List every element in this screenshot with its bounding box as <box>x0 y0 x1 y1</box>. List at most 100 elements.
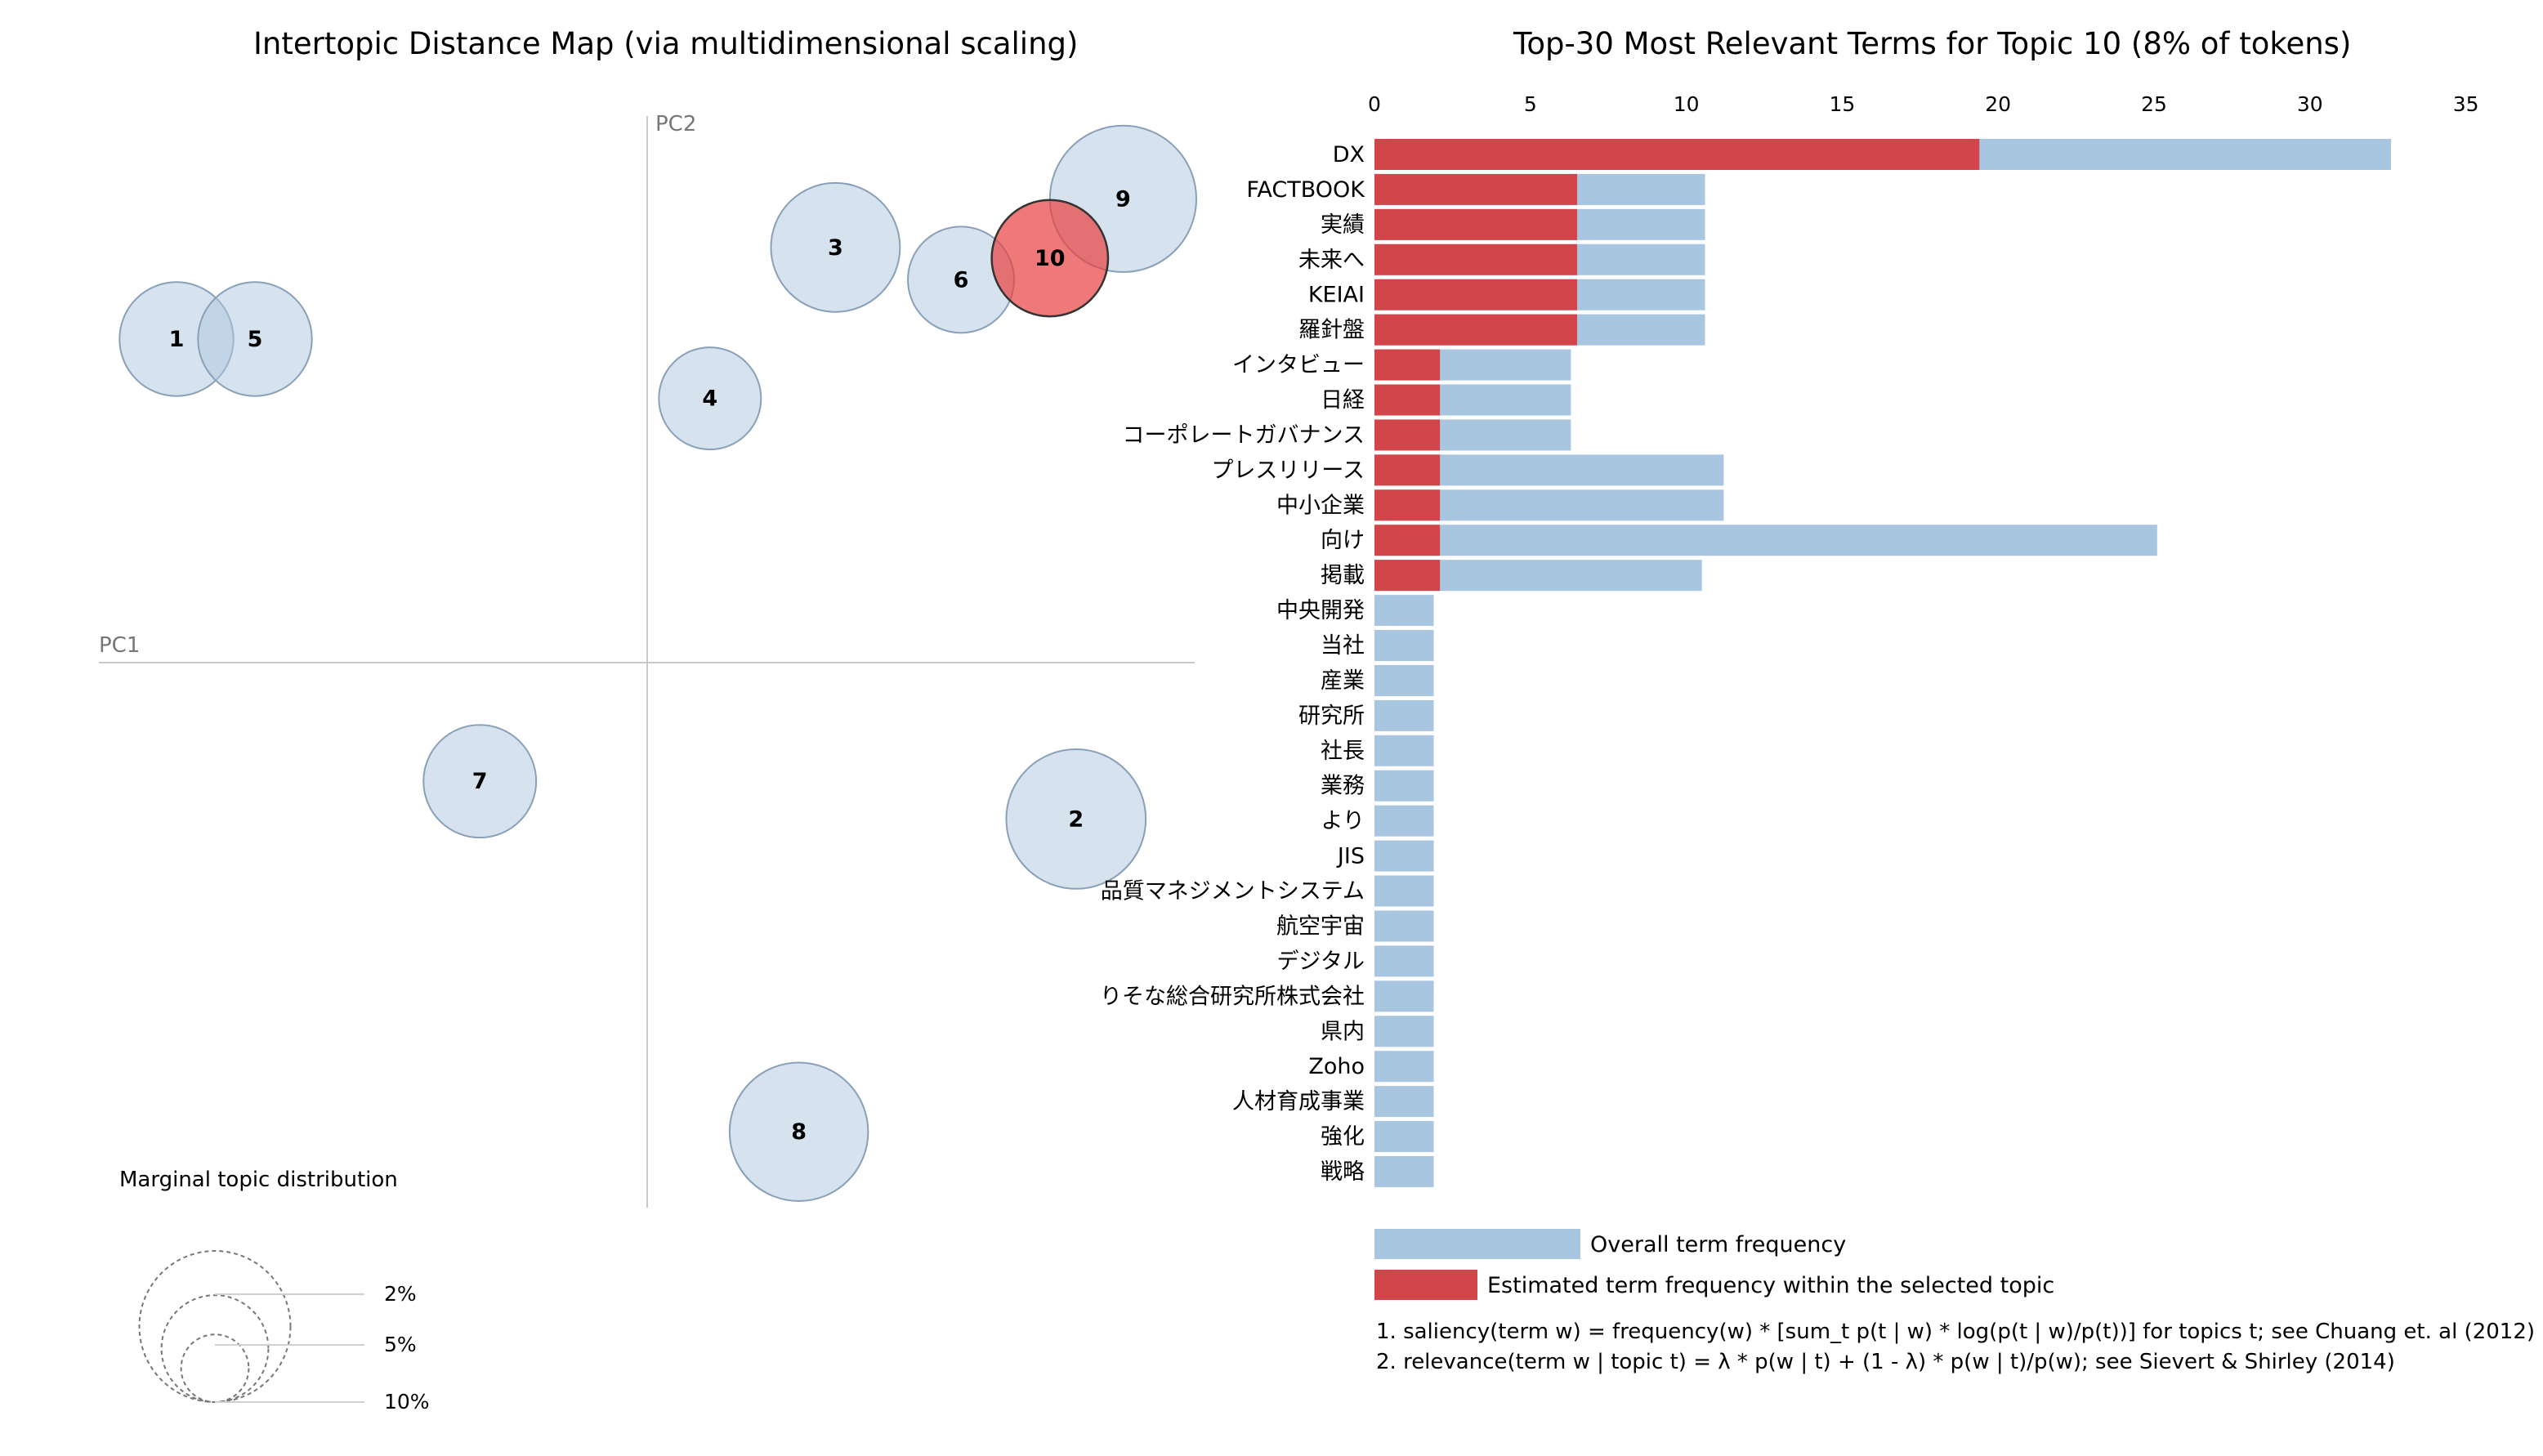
term-label-21[interactable]: 品質マネジメントシステム <box>1101 879 1365 904</box>
term-label-4[interactable]: KEIAI <box>1308 283 1365 308</box>
bar-title: Top-30 Most Relevant Terms for Topic 10 … <box>1513 26 2351 61</box>
term-label-23[interactable]: デジタル <box>1277 949 1365 974</box>
term-label-8[interactable]: コーポレートガバナンス <box>1123 422 1365 448</box>
term-label-29[interactable]: 戦略 <box>1321 1159 1365 1185</box>
topic-label-8: 8 <box>791 1119 807 1145</box>
bar-panel: Top-30 Most Relevant Terms for Topic 10 … <box>1100 26 2535 1374</box>
bar-overall-19[interactable] <box>1374 805 1434 837</box>
x-tick-30: 30 <box>2297 92 2323 116</box>
legend-topic-swatch <box>1374 1270 1477 1300</box>
term-label-10[interactable]: 中小企業 <box>1276 493 1365 518</box>
term-label-16[interactable]: 研究所 <box>1298 703 1365 729</box>
bar-topic-2[interactable] <box>1374 208 1578 240</box>
bar-overall-13[interactable] <box>1374 595 1434 627</box>
pc2-label: PC2 <box>655 112 696 136</box>
bar-topic-6[interactable] <box>1374 349 1441 381</box>
marginal-label-5: 5% <box>384 1333 417 1356</box>
bar-overall-28[interactable] <box>1374 1121 1434 1153</box>
topic-circle-8[interactable] <box>728 1061 869 1202</box>
topic-circle-10[interactable] <box>990 199 1110 318</box>
term-label-13[interactable]: 中央開発 <box>1276 598 1365 623</box>
bar-overall-17[interactable] <box>1374 735 1434 766</box>
legend-overall-label: Overall term frequency <box>1590 1232 1846 1257</box>
term-label-18[interactable]: 業務 <box>1321 774 1365 799</box>
bar-overall-11[interactable] <box>1374 525 2157 556</box>
bar-topic-12[interactable] <box>1374 560 1441 592</box>
bar-topic-3[interactable] <box>1374 243 1578 275</box>
topic-circles: 1 2 3 4 5 6 7 8 9 10 <box>118 124 1197 1202</box>
term-label-3[interactable]: 未来へ <box>1298 248 1365 273</box>
term-label-9[interactable]: プレスリリース <box>1211 458 1365 483</box>
bar-topic-11[interactable] <box>1374 525 1441 556</box>
marginal-label-10: 10% <box>384 1390 430 1414</box>
topic-label-6: 6 <box>954 267 969 293</box>
marginal-title: Marginal topic distribution <box>119 1168 398 1192</box>
bar-topic-1[interactable] <box>1374 173 1578 205</box>
x-tick-20: 20 <box>1985 92 2011 116</box>
mds-panel: Intertopic Distance Map (via multidimens… <box>99 26 1197 1414</box>
term-label-2[interactable]: 実績 <box>1321 212 1365 238</box>
bar-overall-20[interactable] <box>1374 840 1434 872</box>
topic-circle-3[interactable] <box>770 181 901 313</box>
x-tick-10: 10 <box>1674 92 1700 116</box>
term-label-25[interactable]: 県内 <box>1321 1019 1365 1044</box>
pc1-label: PC1 <box>99 633 140 658</box>
mds-title: Intertopic Distance Map (via multidimens… <box>253 26 1078 61</box>
term-label-1[interactable]: FACTBOOK <box>1246 177 1365 203</box>
topic-label-1: 1 <box>169 327 185 352</box>
x-tick-5: 5 <box>1524 92 1537 116</box>
x-tick-25: 25 <box>2141 92 2167 116</box>
term-label-5[interactable]: 羅針盤 <box>1298 318 1365 343</box>
topic-circle-7[interactable] <box>422 724 538 839</box>
topic-label-4: 4 <box>702 386 717 412</box>
term-label-17[interactable]: 社長 <box>1321 739 1365 764</box>
topic-label-9: 9 <box>1115 186 1131 212</box>
bar-overall-29[interactable] <box>1374 1155 1434 1187</box>
bar-overall-25[interactable] <box>1374 1016 1434 1047</box>
term-label-7[interactable]: 日経 <box>1321 388 1365 413</box>
bar-overall-24[interactable] <box>1374 980 1434 1012</box>
term-label-15[interactable]: 産業 <box>1321 668 1365 694</box>
topic-circle-5[interactable] <box>197 281 313 397</box>
term-label-20[interactable]: JIS <box>1336 844 1365 869</box>
term-label-12[interactable]: 掲載 <box>1321 563 1365 588</box>
bar-overall-14[interactable] <box>1374 630 1434 662</box>
topic-label-5: 5 <box>248 327 263 352</box>
bar-topic-9[interactable] <box>1374 454 1441 486</box>
marginal-label-2: 2% <box>384 1282 417 1306</box>
bar-overall-16[interactable] <box>1374 699 1434 731</box>
bar-overall-15[interactable] <box>1374 664 1434 696</box>
bar-overall-23[interactable] <box>1374 945 1434 977</box>
bar-topic-10[interactable] <box>1374 489 1441 521</box>
footnote-relevance: 2. relevance(term w | topic t) = λ * p(w… <box>1376 1350 2395 1374</box>
bar-topic-7[interactable] <box>1374 384 1441 416</box>
term-label-6[interactable]: インタビュー <box>1232 353 1365 378</box>
bar-overall-26[interactable] <box>1374 1051 1434 1083</box>
term-label-0[interactable]: DX <box>1333 142 1365 167</box>
term-label-11[interactable]: 向け <box>1321 528 1365 553</box>
x-tick-15: 15 <box>1829 92 1855 116</box>
term-label-26[interactable]: Zoho <box>1308 1054 1365 1079</box>
bar-overall-27[interactable] <box>1374 1086 1434 1118</box>
topic-circle-4[interactable] <box>658 346 762 451</box>
term-label-27[interactable]: 人材育成事業 <box>1232 1089 1365 1114</box>
footnote-saliency: 1. saliency(term w) = frequency(w) * [su… <box>1376 1320 2535 1344</box>
term-label-28[interactable]: 強化 <box>1321 1124 1365 1150</box>
bar-topic-5[interactable] <box>1374 314 1578 346</box>
bar-overall-21[interactable] <box>1374 875 1434 907</box>
bar-overall-18[interactable] <box>1374 770 1434 802</box>
marginal-circle-10 <box>138 1250 292 1404</box>
bar-topic-0[interactable] <box>1374 139 1980 170</box>
bars <box>1374 139 2392 1187</box>
bar-overall-22[interactable] <box>1374 910 1434 942</box>
bar-topic-8[interactable] <box>1374 419 1441 451</box>
topic-label-10: 10 <box>1035 246 1066 271</box>
bar-topic-4[interactable] <box>1374 279 1578 310</box>
term-label-14[interactable]: 当社 <box>1321 633 1365 659</box>
term-label-24[interactable]: りそな総合研究所株式会社 <box>1100 984 1365 1009</box>
term-label-22[interactable]: 航空宇宙 <box>1276 913 1365 939</box>
term-label-19[interactable]: より <box>1321 809 1365 834</box>
x-tick-35: 35 <box>2453 92 2479 116</box>
topic-circle-2[interactable] <box>1005 748 1147 890</box>
